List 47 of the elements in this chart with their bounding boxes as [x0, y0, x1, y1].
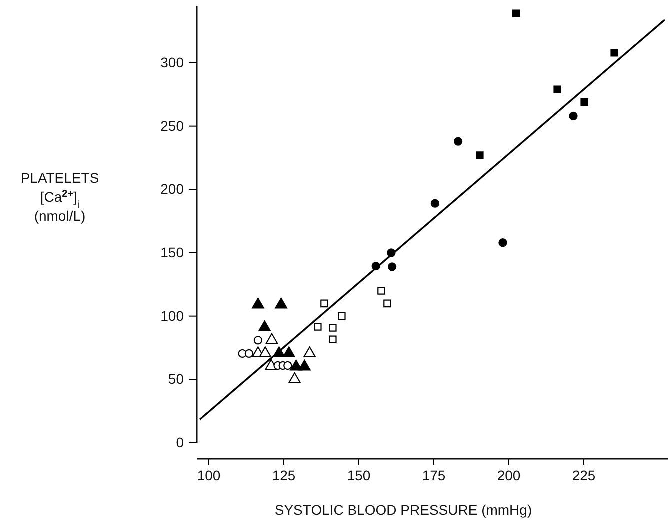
point [569, 112, 578, 121]
point [244, 349, 254, 358]
point [284, 361, 292, 370]
x-tick-label: 100 [197, 468, 221, 484]
point [338, 312, 346, 320]
point [254, 336, 263, 345]
point [384, 300, 392, 308]
x-tick-label: 175 [422, 468, 446, 484]
point [282, 346, 296, 358]
point [328, 336, 337, 344]
point [304, 346, 316, 358]
point [512, 10, 520, 18]
x-tick-label: 200 [497, 468, 521, 484]
point [288, 372, 301, 384]
point [266, 333, 278, 344]
point [298, 360, 311, 371]
x-tick-label: 150 [347, 468, 371, 484]
point [259, 346, 272, 358]
y-tick-label: 0 [176, 434, 184, 450]
y-tick-label: 100 [160, 308, 184, 324]
point [580, 98, 589, 106]
point [476, 152, 484, 160]
x-tick-label: 125 [272, 468, 296, 484]
point [320, 300, 328, 308]
y-tick-label: 50 [168, 371, 184, 388]
y-tick-label: 250 [160, 118, 184, 134]
point [258, 320, 271, 332]
point [610, 48, 619, 57]
y-tick-label: 300 [160, 54, 184, 70]
x-axis-title: SYSTOLIC BLOOD PRESSURE (mmHg) [274, 502, 532, 518]
y-tick-label: 200 [160, 181, 184, 198]
point [314, 323, 322, 331]
point [387, 248, 396, 258]
y-axis-title: PLATELETS [Ca$^{2+}$]$_{i}$ (nmol/L) [20, 170, 100, 224]
point [275, 298, 288, 309]
point [430, 199, 440, 208]
point [252, 298, 264, 309]
point [273, 346, 286, 358]
point [328, 324, 337, 332]
x-tick-label: 225 [572, 468, 596, 484]
point [388, 262, 397, 272]
point [378, 287, 386, 295]
point [498, 238, 508, 248]
y-tick-label: 150 [160, 244, 184, 260]
point [372, 262, 380, 271]
point [554, 86, 562, 94]
point [454, 137, 463, 146]
